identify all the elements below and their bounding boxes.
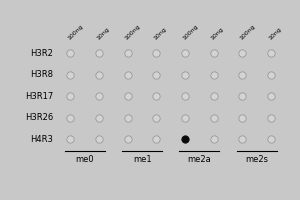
Text: me2a: me2a <box>188 155 211 164</box>
Point <box>125 138 130 141</box>
Text: H3R26: H3R26 <box>25 113 53 122</box>
Text: me2s: me2s <box>245 155 268 164</box>
Point <box>240 73 245 76</box>
Point <box>211 138 216 141</box>
Point <box>68 52 73 55</box>
Point <box>154 116 159 119</box>
Text: 10ng: 10ng <box>95 27 110 41</box>
Text: 10ng: 10ng <box>268 27 282 41</box>
Point <box>240 138 245 141</box>
Point <box>68 73 73 76</box>
Text: 100ng: 100ng <box>124 24 142 41</box>
Point <box>269 138 274 141</box>
Text: H3R17: H3R17 <box>25 92 53 101</box>
Point <box>240 116 245 119</box>
Point <box>183 52 188 55</box>
Text: H3R8: H3R8 <box>30 70 53 79</box>
Text: 100ng: 100ng <box>67 24 84 41</box>
Point <box>97 52 101 55</box>
Text: 10ng: 10ng <box>153 27 167 41</box>
Point <box>154 52 159 55</box>
Text: me1: me1 <box>133 155 152 164</box>
Point <box>125 116 130 119</box>
Point <box>68 95 73 98</box>
Point <box>269 95 274 98</box>
Point <box>97 138 101 141</box>
Point <box>97 116 101 119</box>
Point <box>211 52 216 55</box>
Point <box>183 95 188 98</box>
Text: H4R3: H4R3 <box>30 135 53 144</box>
Text: 100ng: 100ng <box>239 24 256 41</box>
Point <box>125 73 130 76</box>
Point <box>154 73 159 76</box>
Point <box>183 116 188 119</box>
Point <box>240 52 245 55</box>
Text: 100ng: 100ng <box>182 24 199 41</box>
Point <box>97 95 101 98</box>
Point <box>125 95 130 98</box>
Text: 10ng: 10ng <box>210 27 225 41</box>
Point <box>97 73 101 76</box>
Point <box>211 95 216 98</box>
Point <box>269 73 274 76</box>
Point <box>240 95 245 98</box>
Text: me0: me0 <box>75 155 94 164</box>
Point <box>183 138 188 141</box>
Point <box>269 116 274 119</box>
Point <box>211 73 216 76</box>
Point <box>269 52 274 55</box>
Point <box>68 138 73 141</box>
Point <box>125 52 130 55</box>
Point <box>211 116 216 119</box>
Point <box>154 138 159 141</box>
Point <box>183 73 188 76</box>
Text: H3R2: H3R2 <box>30 49 53 58</box>
Point <box>68 116 73 119</box>
Point <box>154 95 159 98</box>
